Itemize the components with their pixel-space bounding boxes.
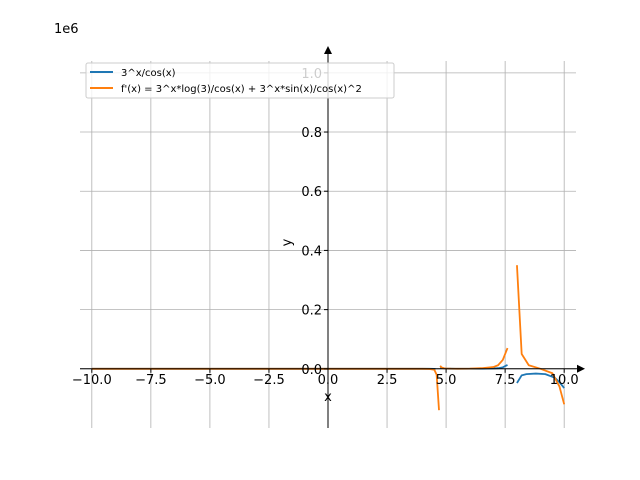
series-line-1: [516, 372, 565, 389]
x-tick-label: −7.5: [135, 373, 167, 388]
ticks: −10.0 −7.5 −5.0 −2.5 0.0 2.5 5.0 7.5 10.0 0.0 0.2 0…: [72, 67, 579, 388]
x-tick-label: −2.5: [253, 373, 285, 388]
x-tick-label: 2.5: [377, 373, 398, 388]
y-tick-label: 0.8: [301, 126, 322, 141]
x-tick-label: −10.0: [72, 373, 112, 388]
y-tick-label: 0.4: [301, 244, 322, 259]
x-tick-label: −5.0: [194, 373, 226, 388]
x-tick-label: 7.5: [495, 373, 516, 388]
x-axis-label: x: [324, 390, 332, 405]
x-tick-label: 10.0: [550, 373, 579, 388]
y-axis-arrow: [324, 46, 332, 54]
y-offset-label: 1e6: [54, 22, 79, 37]
legend: 3^x/cos(x) f'(x) = 3^x*log(3)/cos(x) + 3…: [85, 62, 395, 99]
x-tick-label: 5.0: [436, 373, 457, 388]
y-axis-label: y: [280, 238, 295, 246]
x-tick-label: 0.0: [318, 373, 339, 388]
axes: [80, 46, 585, 428]
legend-label-series-2: f'(x) = 3^x*log(3)/cos(x) + 3^x*sin(x)/c…: [121, 84, 362, 95]
y-tick-label: 0.0: [301, 363, 322, 378]
legend-frame: [85, 62, 395, 99]
legend-label-series-1: 3^x/cos(x): [121, 68, 176, 79]
y-tick-label: 0.6: [301, 185, 322, 200]
y-tick-label: 0.2: [301, 304, 322, 319]
x-axis-arrow: [577, 364, 585, 373]
